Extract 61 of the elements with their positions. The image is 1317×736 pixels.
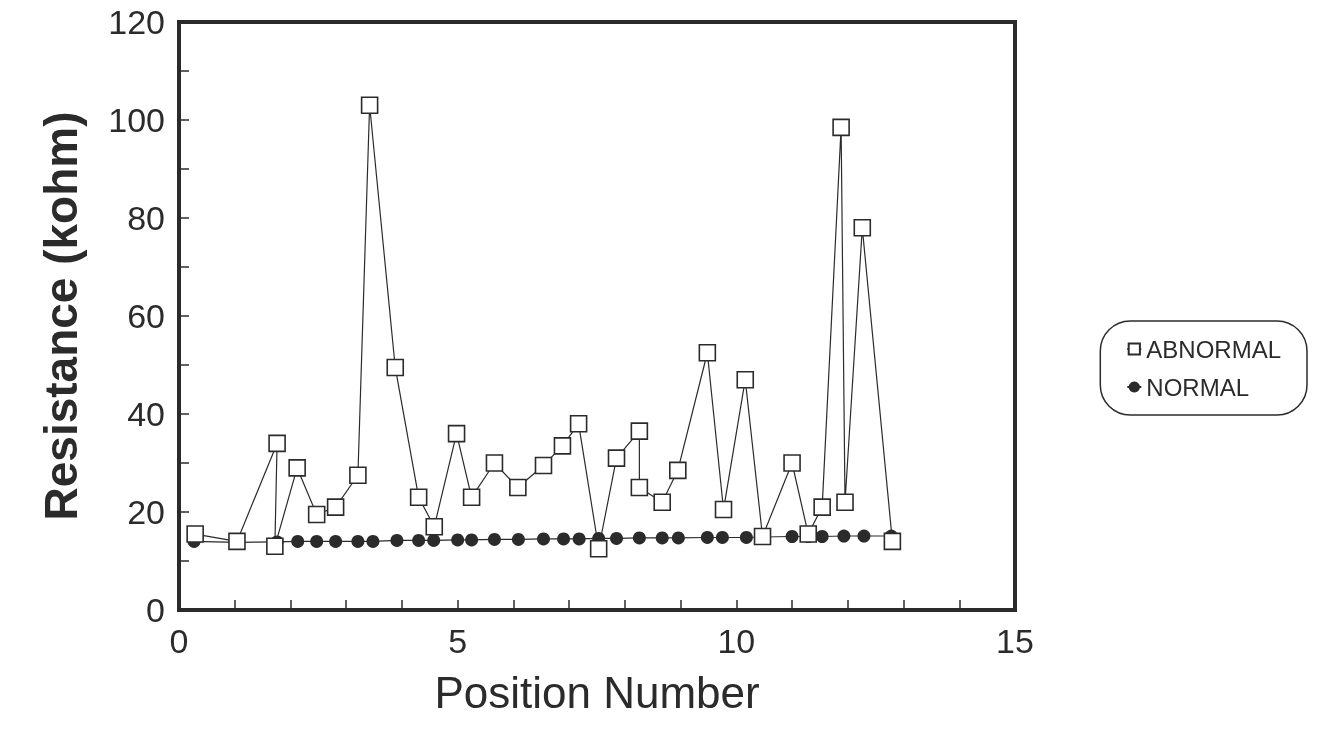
point [307,505,326,524]
point [799,525,818,543]
point [326,498,345,516]
point [671,531,685,545]
point [462,488,481,507]
point [837,529,851,543]
point [487,532,501,546]
point [291,534,305,548]
point [630,422,649,440]
x-tick-label: 15 [996,622,1034,660]
point [447,424,466,443]
point [485,454,504,472]
x-tick-label: 0 [169,622,189,660]
y-tick-label: 20 [127,493,165,531]
point [655,531,669,545]
point [589,539,608,558]
point [700,530,714,544]
point [412,533,426,547]
point [883,532,902,551]
point [857,529,871,543]
legend-label: ABNORMAL [1146,335,1282,363]
y-tick-label: 120 [108,3,165,41]
point [630,478,649,497]
y-tick-label: 60 [127,297,165,335]
point [714,500,733,519]
point [739,530,753,544]
point [386,358,405,377]
point [632,531,646,545]
x-axis-title: Position Number [434,667,760,717]
point [569,415,588,433]
y-tick-label: 40 [127,395,165,433]
point [511,532,525,546]
point [329,534,343,548]
point [572,532,586,546]
point [390,533,404,547]
legend-label: NORMAL [1146,373,1249,401]
y-tick-label: 80 [127,199,165,237]
point [553,437,572,455]
point [186,525,204,543]
point [715,530,729,544]
point [351,534,365,548]
point [465,533,479,547]
point [537,532,550,546]
point [266,537,284,556]
point [509,478,527,497]
point [557,532,571,546]
point [310,534,324,548]
y-tick-label: 100 [108,101,165,139]
point [409,488,428,507]
x-tick-label: 5 [448,622,468,660]
point [451,533,465,547]
point [669,461,687,480]
y-axis-title: Resistance (kohm) [35,111,87,521]
point [366,534,380,548]
x-tick-label: 10 [717,622,756,660]
y-tick-label: 0 [146,591,165,629]
point [815,530,829,543]
point [785,530,799,543]
point [607,449,626,467]
point [534,456,553,475]
point [610,531,624,545]
